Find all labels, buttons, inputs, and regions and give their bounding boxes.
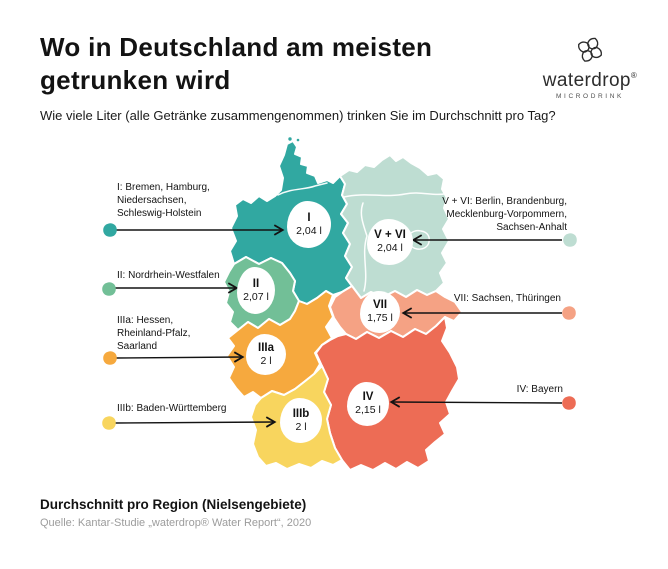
dot-region-iv bbox=[562, 396, 576, 410]
boundary-schleswig-niedersachsen bbox=[277, 182, 328, 196]
bubble-region-vii: VII 1,75 l bbox=[360, 291, 400, 333]
logo-wordmark-text: waterdrop bbox=[542, 70, 631, 91]
region-value: 2,04 l bbox=[377, 242, 403, 254]
dot-region-ii bbox=[102, 282, 116, 296]
label-region-vii: VII: Sachsen, Thüringen bbox=[453, 293, 561, 304]
bubble-region-i: I 2,04 l bbox=[287, 201, 331, 248]
region-value: 2,04 l bbox=[296, 224, 322, 237]
region-value: 2,07 l bbox=[243, 290, 269, 303]
brand-logo: waterdrop® MICRODRINK bbox=[528, 34, 652, 100]
boundary-mecklenburg-brandenburg bbox=[343, 192, 445, 198]
region-value: 2,15 l bbox=[355, 404, 381, 416]
dot-region-i bbox=[103, 223, 117, 237]
arrow-region-iiib bbox=[114, 416, 277, 428]
region-code: IV bbox=[362, 391, 374, 403]
dot-region-vii bbox=[562, 306, 576, 320]
dot-region-iiib bbox=[102, 416, 116, 430]
region-code: VII bbox=[372, 299, 388, 311]
label-region-i: I: Bremen, Hamburg, Niedersachsen, Schle… bbox=[117, 182, 210, 219]
island-dot bbox=[295, 137, 301, 143]
bubble-region-iiib: IIIb 2 l bbox=[280, 398, 322, 443]
region-code: IIIb bbox=[292, 407, 310, 420]
region-code: V + VI bbox=[374, 229, 406, 241]
arrow-region-iv bbox=[389, 396, 563, 408]
page-title: Wo in Deutschland am meisten getrunken w… bbox=[40, 32, 433, 95]
island-dot bbox=[287, 136, 293, 142]
bubble-region-ii: II 2,07 l bbox=[237, 267, 275, 314]
region-code: I bbox=[307, 211, 311, 224]
label-region-iiia: IIIa: Hessen, Rheinland-Pfalz, Saarland bbox=[117, 315, 191, 352]
dot-region-v-vi bbox=[563, 233, 577, 247]
subtitle-question: Wie viele Liter (alle Getränke zusammeng… bbox=[40, 108, 556, 123]
region-code: IIIa bbox=[258, 341, 274, 354]
label-region-v-vi: V + VI: Berlin, Brandenburg, Mecklenburg… bbox=[442, 196, 567, 233]
region-iv-shape bbox=[315, 316, 460, 471]
footer-source: Quelle: Kantar-Studie „waterdrop® Water … bbox=[40, 517, 312, 529]
arrow-region-iiia bbox=[114, 351, 245, 363]
region-value: 2 l bbox=[295, 420, 307, 433]
label-region-iv: IV: Bayern bbox=[516, 384, 563, 395]
bubble-region-iiia: IIIa 2 l bbox=[246, 334, 286, 375]
label-region-iiib: IIIb: Baden-Württemberg bbox=[117, 403, 227, 414]
region-value: 2 l bbox=[260, 354, 272, 367]
dot-region-iiia bbox=[103, 351, 117, 365]
bubble-region-v-vi: V + VI 2,04 l bbox=[367, 219, 413, 265]
logo-registered-mark: ® bbox=[630, 71, 638, 80]
logo-wordmark: waterdrop® bbox=[528, 66, 652, 91]
region-value: 1,75 l bbox=[367, 312, 393, 324]
footer-caption: Durchschnitt pro Region (Nielsengebiete) bbox=[40, 497, 307, 512]
bubble-region-iv: IV 2,15 l bbox=[347, 382, 389, 426]
label-region-ii: II: Nordrhein-Westfalen bbox=[117, 270, 220, 281]
logo-tagline: MICRODRINK bbox=[556, 93, 624, 100]
region-code: II bbox=[252, 277, 260, 290]
